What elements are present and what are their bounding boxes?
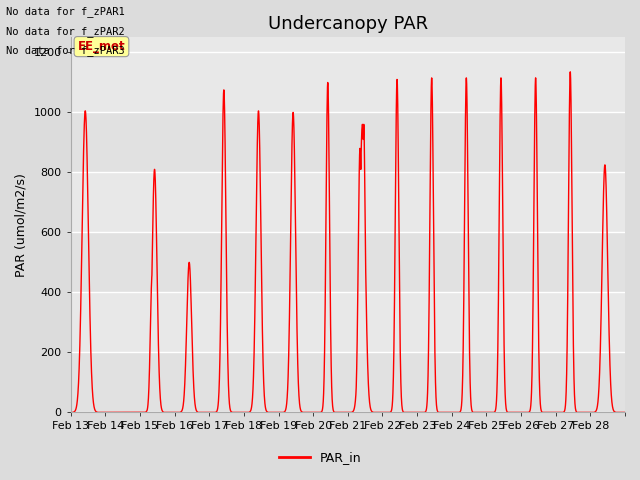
Bar — [70, 352, 625, 412]
Text: No data for f_zPAR1: No data for f_zPAR1 — [6, 6, 125, 17]
Bar — [70, 112, 625, 172]
Bar — [70, 232, 625, 292]
Title: Undercanopy PAR: Undercanopy PAR — [268, 15, 428, 33]
Text: EE_met: EE_met — [77, 40, 125, 53]
Y-axis label: PAR (umol/m2/s): PAR (umol/m2/s) — [15, 173, 28, 277]
Text: No data for f_zPAR3: No data for f_zPAR3 — [6, 45, 125, 56]
Text: No data for f_zPAR2: No data for f_zPAR2 — [6, 25, 125, 36]
Legend: PAR_in: PAR_in — [273, 446, 367, 469]
